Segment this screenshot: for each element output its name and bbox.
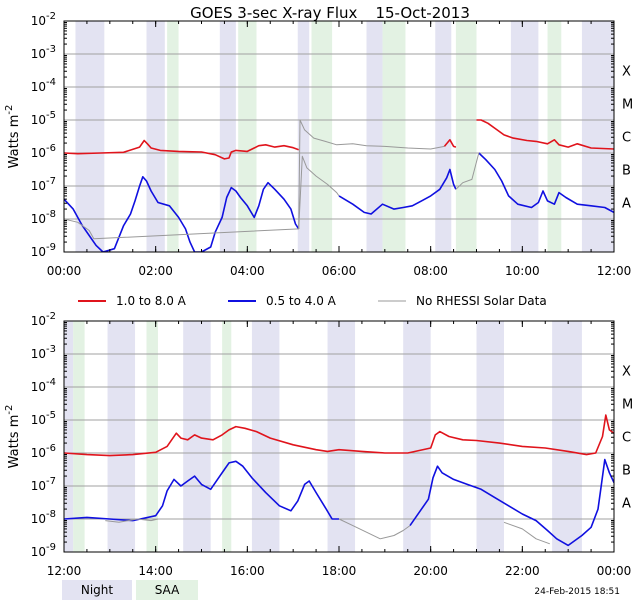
x-tick-label: 18:00: [322, 564, 357, 578]
flare-class-label: X: [622, 65, 631, 80]
series-line: [64, 414, 614, 457]
night-band: [146, 21, 165, 252]
legend-label-long: 1.0 to 8.0 A: [116, 294, 187, 308]
y-tick-label: 10-6: [31, 443, 56, 460]
night-band: [403, 321, 431, 552]
y-tick-label: 10-7: [31, 476, 56, 493]
bottom-panel-plot: 10-9 10-8 10-7 10-6 10-5 10-4 10-3 10-2 12:00 14:…: [4, 311, 633, 578]
night-band: [75, 21, 105, 252]
x-tick-label: 22:00: [505, 564, 540, 578]
y-tick-label: 10-4: [31, 77, 56, 94]
flare-class-label: A: [622, 497, 631, 512]
series-line: [478, 152, 614, 214]
series-line: [64, 155, 340, 240]
legend-label-no-data: No RHESSI Solar Data: [416, 294, 547, 308]
night-band: [64, 321, 74, 552]
saa-band: [238, 21, 257, 252]
x-tick-label: 00:00: [597, 564, 632, 578]
flare-class-label: C: [622, 431, 631, 446]
saa-band: [73, 321, 85, 552]
night-band: [552, 321, 582, 552]
y-tick-label: 10-9: [31, 242, 56, 259]
y-tick-label: 10-8: [31, 209, 56, 226]
flare-class-label: C: [622, 131, 631, 146]
legend-label-short: 0.5 to 4.0 A: [266, 294, 337, 308]
night-band: [435, 21, 452, 252]
series-line: [64, 139, 299, 160]
x-tick-label: 12:00: [597, 264, 632, 278]
night-band: [366, 21, 383, 252]
y-axis-label: Watts m-2: [4, 405, 22, 469]
x-tick-label: 12:00: [47, 564, 82, 578]
night-band: [219, 21, 236, 252]
y-tick-label: 10-6: [31, 143, 56, 160]
night-band: [476, 321, 504, 552]
x-tick-label: 06:00: [322, 264, 357, 278]
y-tick-label: 10-9: [31, 542, 56, 559]
night-legend-label: Night: [81, 583, 114, 597]
y-tick-label: 10-2: [31, 11, 56, 28]
series-line: [64, 460, 339, 522]
y-tick-label: 10-7: [31, 176, 56, 193]
y-tick-label: 10-2: [31, 311, 56, 328]
night-band: [107, 321, 136, 552]
series-line: [503, 521, 550, 545]
top-panel-plot: 10-9 10-8 10-7 10-6 10-5 10-4 10-3 10-2 00:00 02:…: [4, 11, 633, 278]
x-tick-label: 10:00: [505, 264, 540, 278]
saa-band: [222, 321, 232, 552]
night-band: [297, 21, 310, 252]
flare-class-label: X: [622, 365, 631, 380]
x-tick-label: 14:00: [138, 564, 173, 578]
series-line: [338, 168, 457, 215]
x-tick-label: 20:00: [413, 564, 448, 578]
series-line: [443, 139, 457, 148]
series-line: [105, 518, 159, 523]
y-tick-label: 10-3: [31, 344, 56, 361]
night-legend-swatch: [62, 580, 132, 600]
saa-band: [382, 21, 406, 252]
flare-class-label: M: [622, 98, 633, 113]
chart-title: GOES 3-sec X-ray Flux 15-Oct-2013: [190, 4, 470, 22]
saa-legend-swatch: [136, 580, 198, 600]
generated-timestamp: 24-Feb-2015 18:51: [534, 587, 620, 597]
series-line: [298, 119, 445, 229]
y-tick-label: 10-3: [31, 44, 56, 61]
series-line: [338, 518, 411, 540]
saa-band: [311, 21, 333, 252]
night-band: [581, 21, 614, 252]
flare-class-label: B: [622, 164, 631, 179]
flare-class-label: M: [622, 398, 633, 413]
x-tick-label: 08:00: [413, 264, 448, 278]
x-tick-label: 00:00: [47, 264, 82, 278]
flare-class-label: A: [622, 197, 631, 212]
x-tick-label: 04:00: [230, 264, 265, 278]
saa-band: [547, 21, 562, 252]
night-band: [510, 21, 539, 252]
saa-legend-label: SAA: [155, 583, 180, 597]
x-tick-label: 16:00: [230, 564, 265, 578]
y-tick-label: 10-5: [31, 110, 56, 127]
flare-class-label: B: [622, 464, 631, 479]
series-line: [64, 176, 300, 252]
y-tick-label: 10-8: [31, 509, 56, 526]
series-line: [455, 152, 480, 190]
y-tick-label: 10-4: [31, 377, 56, 394]
saa-band: [455, 21, 477, 252]
saa-band: [146, 321, 158, 552]
y-axis-label: Watts m-2: [4, 105, 22, 169]
x-tick-label: 02:00: [138, 264, 173, 278]
series-line: [476, 119, 614, 150]
series-legend: 1.0 to 8.0 A 0.5 to 4.0 A No RHESSI Sola…: [78, 294, 547, 308]
y-tick-label: 10-5: [31, 410, 56, 427]
saa-band: [167, 21, 179, 252]
band-legend: Night SAA: [62, 580, 198, 600]
series-line: [409, 458, 614, 547]
night-band: [327, 321, 356, 552]
